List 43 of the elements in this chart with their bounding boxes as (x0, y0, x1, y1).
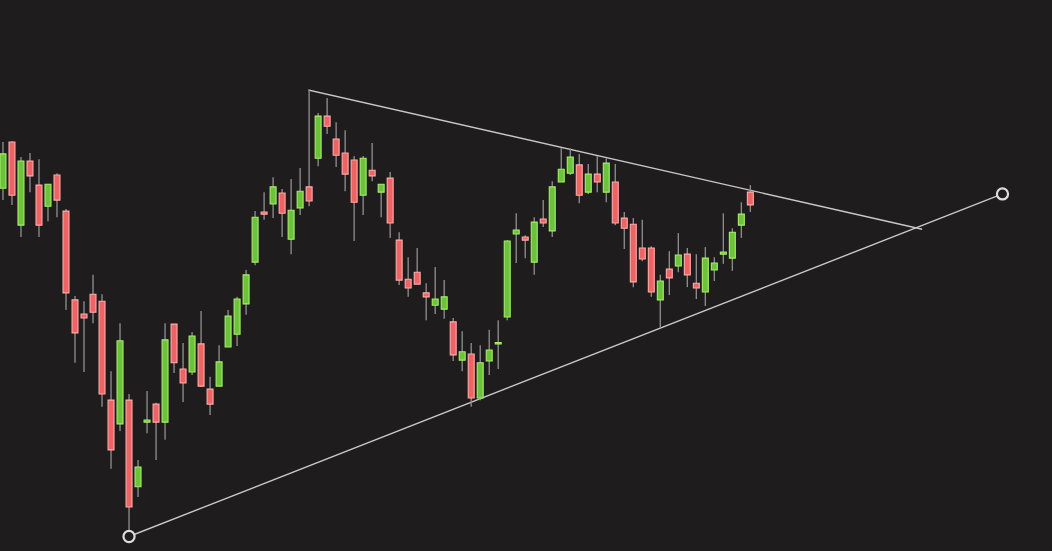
candlestick (620, 211, 628, 250)
candlestick (332, 121, 340, 168)
candlestick (179, 342, 187, 403)
candlestick (494, 319, 502, 370)
candlestick (458, 330, 466, 372)
candlestick (26, 152, 34, 193)
candlestick (134, 459, 142, 498)
candlestick (710, 256, 718, 282)
candlestick (278, 188, 286, 238)
candlestick (512, 212, 520, 264)
candlestick (584, 163, 592, 195)
candlestick (296, 167, 304, 216)
candlestick (269, 176, 277, 219)
candlestick (323, 97, 331, 135)
candlestick (485, 329, 493, 376)
candlestick (440, 279, 448, 320)
candlestick (44, 183, 52, 222)
candlestick (422, 282, 430, 321)
candlestick (404, 256, 412, 298)
candlestick (539, 199, 547, 228)
candlestick (152, 402, 160, 461)
candlestick (656, 274, 664, 329)
candlestick (683, 247, 691, 288)
candlestick (566, 147, 574, 176)
candlestick (206, 376, 214, 416)
candlestick (368, 142, 376, 182)
candlestick (377, 183, 385, 218)
candlestick (557, 147, 565, 183)
candlestick (737, 201, 745, 239)
candlestick (305, 89, 313, 207)
candlestick (638, 219, 646, 262)
candlestick (719, 212, 727, 265)
candlestick (746, 184, 754, 213)
candlestick (260, 191, 268, 221)
candlestick (674, 232, 682, 273)
candlestick (593, 155, 601, 193)
candlestick (521, 234, 529, 259)
candlestick (692, 253, 700, 300)
candlestick (143, 390, 151, 434)
candlestick (665, 250, 673, 296)
candlestick (413, 247, 421, 285)
candlestick (431, 266, 439, 315)
candlestick (341, 129, 349, 192)
